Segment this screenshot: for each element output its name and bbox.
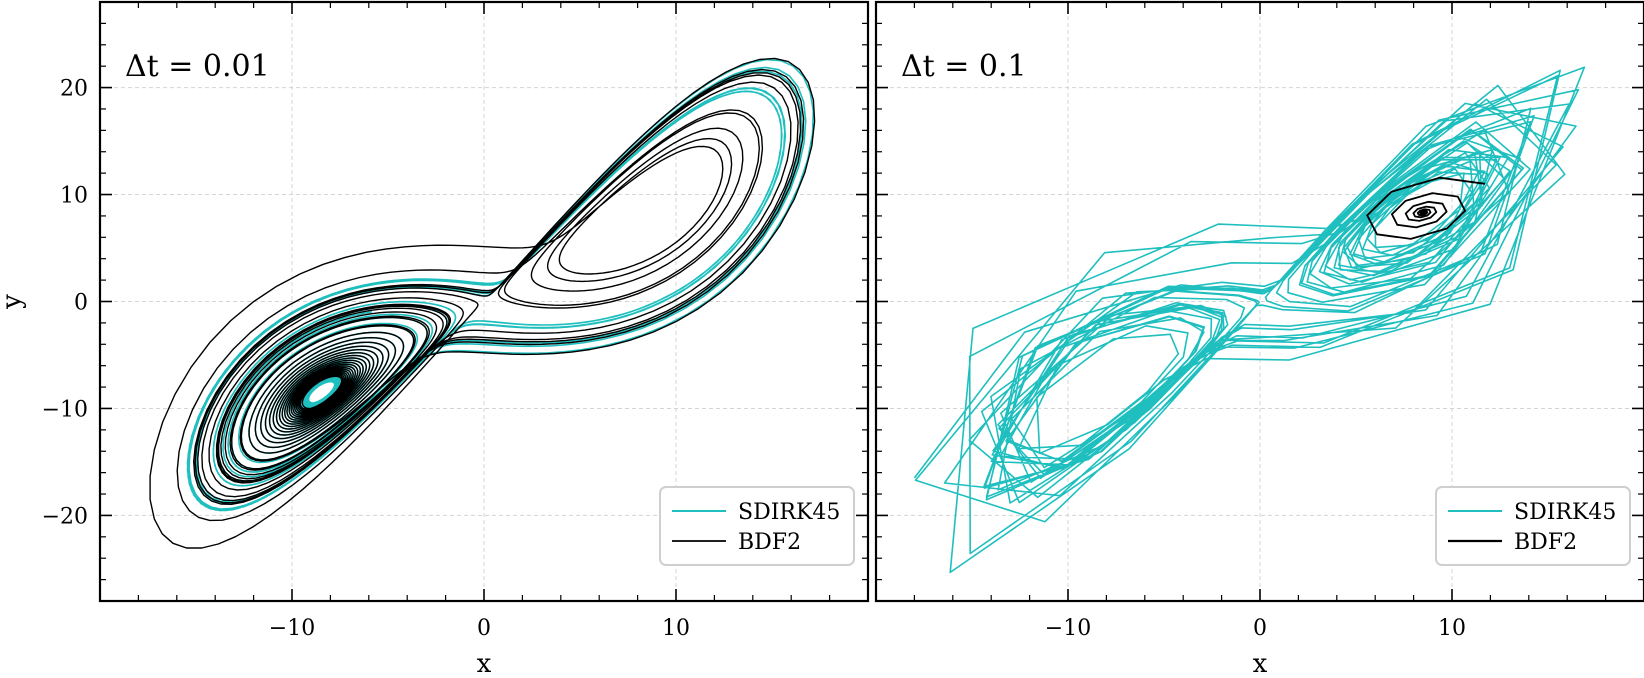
x-axis-label: x	[477, 649, 492, 678]
timestep-annotation: Δt = 0.1	[901, 49, 1027, 84]
x-tick-label: −10	[1045, 616, 1091, 641]
series-line-bdf2	[149, 57, 816, 549]
x-tick-label: 10	[662, 616, 690, 641]
x-tick-label: −10	[269, 616, 315, 641]
y-tick-label: −20	[42, 504, 88, 529]
y-axis-label: y	[0, 294, 27, 310]
y-tick-label: 0	[74, 291, 88, 316]
x-tick-label: 0	[1253, 616, 1267, 641]
legend: SDIRK45 BDF2	[659, 486, 855, 566]
series-line-sdirk45	[913, 66, 1586, 574]
timestep-annotation: Δt = 0.01	[125, 49, 270, 84]
series-line-bdf2	[1366, 176, 1486, 240]
legend-label-bdf2: BDF2	[738, 530, 801, 555]
panel-left: −10 0 10 −20 −10 0 10 20 x y Δt = 0.01 SDIRK45 BDF2	[0, 0, 870, 678]
legend-box	[659, 486, 855, 566]
legend-box	[1435, 486, 1631, 566]
x-tick-label: 0	[477, 616, 491, 641]
y-tick-label: 20	[60, 77, 88, 102]
legend-label-bdf2: BDF2	[1514, 530, 1577, 555]
x-tick-label: 10	[1438, 616, 1466, 641]
panel-right: −10 0 10 x Δt = 0.1 SDIRK45 BDF2	[874, 0, 1644, 678]
legend: SDIRK45 BDF2	[1435, 486, 1631, 566]
legend-label-sdirk45: SDIRK45	[738, 500, 840, 525]
legend-label-sdirk45: SDIRK45	[1514, 500, 1616, 525]
y-tick-label: 10	[60, 184, 88, 209]
plot-area	[149, 57, 816, 549]
y-tick-label: −10	[42, 397, 88, 422]
x-axis-label: x	[1253, 649, 1268, 678]
plot-area	[913, 66, 1586, 574]
